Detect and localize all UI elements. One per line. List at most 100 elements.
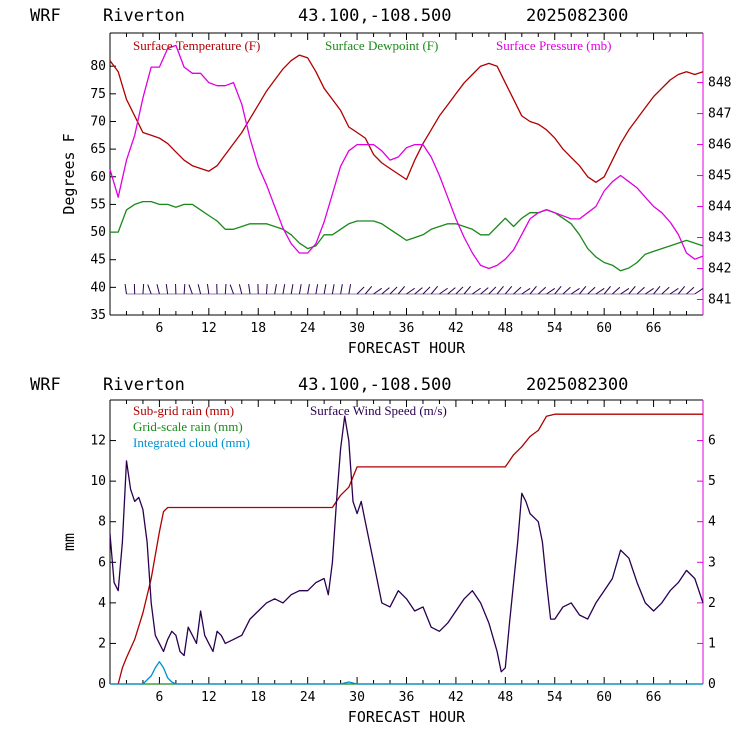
wind-barb [645,287,654,295]
top-x-tick-label: 66 [646,321,662,336]
top-x-tick-label: 36 [399,321,415,336]
wind-barb [439,287,448,295]
bottom-y-tick-label: 12 [90,434,106,449]
wind-barb [340,284,343,295]
top-x-tick-label: 54 [547,321,563,336]
wind-barb [229,284,235,295]
bottom-y2-tick-label: 0 [708,677,716,692]
wind-barb [265,283,268,295]
wind-barb [603,286,611,295]
bottom-y-axis-title: mm [60,533,78,551]
bottom-y-tick-label: 2 [98,636,106,651]
bottom-y2-tick-label: 2 [708,596,716,611]
top-station-label: Riverton [103,6,185,26]
wind-barb [331,284,335,295]
bottom-x-axis-title: FORECAST HOUR [348,708,466,726]
top-y2-tick-label: 841 [708,293,731,308]
top-y2-tick-label: 847 [708,107,731,122]
wind-barb [248,284,251,295]
top-y-tick-label: 80 [90,59,106,74]
top-y-tick-label: 45 [90,253,106,268]
wind-barb [323,284,327,295]
top-x-axis-title: FORECAST HOUR [348,339,466,357]
top-y-tick-label: 65 [90,142,106,157]
top-y2-tick-label: 843 [708,231,731,246]
wind-barb [124,284,127,295]
wind-barb [472,287,481,295]
wind-barb [587,286,596,295]
top-date-label: 2025082300 [526,6,628,26]
top-y-tick-label: 70 [90,114,106,129]
wind-barb [620,287,630,295]
bottom-y2-tick-label: 5 [708,474,716,489]
wind-barb [307,284,310,295]
top-series-0-line [109,54,704,183]
wind-barb [669,287,679,295]
wind-barb [595,287,605,295]
bottom-x-tick-label: 24 [300,690,316,705]
wind-barb [422,286,431,295]
wind-barb [463,286,471,295]
bottom-x-tick-label: 18 [250,690,266,705]
bottom-x-tick-label: 12 [201,690,217,705]
wind-barb [142,283,145,295]
wind-barb [480,287,489,295]
top-legend-item: Surface Dewpoint (F) [325,38,438,53]
top-x-tick-label: 48 [498,321,514,336]
wind-barb [188,284,193,295]
wind-barb [636,286,645,295]
wind-barb [224,283,227,295]
top-legend-item: Surface Temperature (F) [133,38,260,53]
top-model-label: WRF [30,6,61,26]
top-x-tick-label: 6 [156,321,164,336]
top-y-tick-label: 50 [90,225,106,240]
top-series-2-line [109,44,704,270]
wind-barb [694,287,704,295]
bottom-coords-label: 43.100,-108.500 [298,375,452,395]
wind-barb [156,284,160,295]
top-legend-item: Surface Pressure (mb) [496,38,612,53]
bottom-date-label: 2025082300 [526,375,628,395]
wind-barb [529,286,537,295]
wind-barb [430,286,439,295]
bottom-y-tick-label: 6 [98,555,106,570]
top-y2-tick-label: 845 [708,169,731,184]
wind-barb [570,287,580,295]
bottom-y2-tick-label: 3 [708,555,716,570]
bottom-x-tick-label: 48 [498,690,514,705]
bottom-y2-tick-label: 1 [708,636,716,651]
wind-barb [488,286,497,295]
bottom-x-tick-label: 54 [547,690,563,705]
bottom-x-tick-label: 6 [156,690,164,705]
top-y-tick-label: 35 [90,308,106,323]
wind-barb [579,286,587,295]
wind-barb [364,286,373,295]
bottom-y-tick-label: 8 [98,515,106,530]
top-x-tick-label: 30 [349,321,365,336]
temperature-panel: WRF Riverton 43.100,-108.500 2025082300 … [30,6,732,357]
wind-barb [197,284,202,295]
top-x-tick-label: 60 [596,321,612,336]
wind-barb [628,286,636,295]
bottom-legend-item: Sub-grid rain (mm) [133,403,234,418]
wind-barb [686,286,695,295]
wind-barb [315,284,319,295]
wind-barb [653,286,661,295]
bottom-y2-tick-label: 4 [708,515,716,530]
precipitation-panel: WRF Riverton 43.100,-108.500 2025082300 … [30,375,716,726]
wind-barb [348,284,352,295]
wind-barb [455,286,464,295]
bottom-series-2-line [110,661,703,685]
top-x-tick-label: 18 [250,321,266,336]
bottom-y-tick-label: 0 [98,677,106,692]
wind-barb [554,286,562,295]
wind-barb [612,286,621,295]
bottom-x-tick-label: 60 [596,690,612,705]
bottom-legend-item: Integrated cloud (mm) [133,435,250,450]
top-x-tick-label: 12 [201,321,217,336]
wind-barb [389,286,398,295]
wind-barb [406,287,415,295]
bottom-model-label: WRF [30,375,61,395]
bottom-y-tick-label: 4 [98,596,106,611]
top-y-tick-label: 55 [90,197,106,212]
